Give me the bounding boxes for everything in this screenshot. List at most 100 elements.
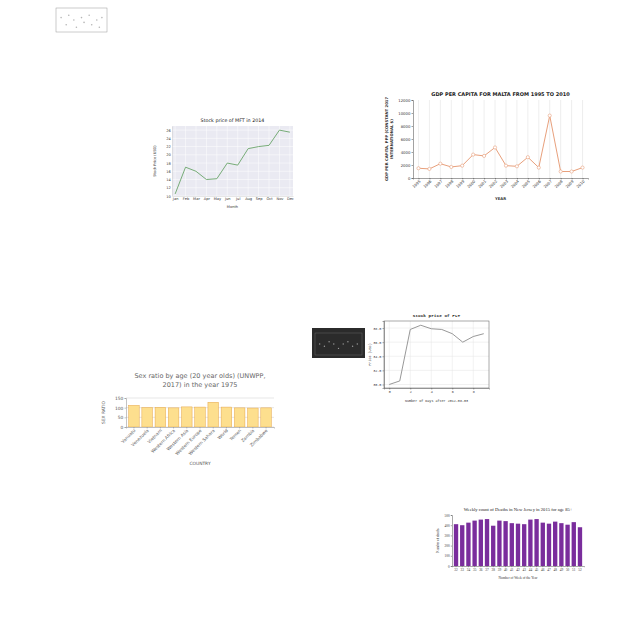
x-tick-label: Jul <box>235 197 240 201</box>
x-axis-title: Number of Week of the Year <box>499 576 539 580</box>
y-tick: 10000 <box>398 111 413 116</box>
grid-line-x <box>279 126 280 196</box>
x-tick-label: Venezuela <box>130 428 150 448</box>
x-tick-label: May <box>214 197 222 201</box>
y-tick-mark <box>451 525 452 526</box>
x-tick-mark <box>160 427 161 429</box>
line <box>175 130 290 194</box>
x-tick-label: 35 <box>473 568 477 572</box>
bar <box>534 519 538 566</box>
chart-background <box>312 328 365 358</box>
x-tick-label: 2003 <box>499 178 510 189</box>
marks <box>175 130 290 194</box>
x-tick-label: 1998 <box>444 178 455 189</box>
y-tick: 36.0 <box>373 341 384 345</box>
bar <box>472 521 476 566</box>
marks <box>454 519 582 566</box>
grid-line-y <box>172 179 293 180</box>
y-tick-label: 16 <box>166 170 171 174</box>
grid <box>126 398 274 427</box>
x-tick-mark <box>239 427 240 429</box>
grid-line-x <box>429 100 430 178</box>
y-axis-title: INTERNATIONAL $) <box>389 119 394 159</box>
x-tick-label: 2008 <box>553 178 564 189</box>
x-tick-mark <box>266 427 267 429</box>
grid-line-x <box>431 321 432 388</box>
x-tick: 50 <box>566 566 570 572</box>
y-tick-mark <box>451 535 452 536</box>
y-tick-mark <box>451 546 452 547</box>
x-tick-label: 39 <box>498 568 502 572</box>
marker <box>472 153 475 156</box>
x-tick: 2005 <box>521 178 532 189</box>
x-tick: 41 <box>510 566 514 572</box>
title: Stock price of PLT <box>413 313 461 318</box>
y-tick: 2000 <box>401 163 413 168</box>
y-tick-label: 14 <box>166 178 171 182</box>
y-tick-label: 6000 <box>401 137 411 142</box>
x-tick-label: 48 <box>553 568 557 572</box>
y-tick: 400 <box>445 524 452 528</box>
y-tick-label: 300 <box>445 534 450 538</box>
x-tick: 47 <box>547 566 551 572</box>
y-tick-mark <box>383 356 385 357</box>
y-tick: 50 <box>118 415 126 420</box>
x-tick-label: 1999 <box>455 178 466 189</box>
grid <box>172 126 293 196</box>
y-axis-title: Stock Price (USD) <box>153 145 157 177</box>
y-tick: 18 <box>166 162 172 166</box>
x-tick-label: Apr <box>204 197 211 201</box>
grid-line-y <box>172 187 293 188</box>
x-tick-mark <box>147 427 148 429</box>
bar <box>497 521 501 566</box>
grid-line-x <box>571 100 572 178</box>
point <box>352 346 353 347</box>
y-tick: 200 <box>445 544 452 548</box>
y-tick-label: 38.0 <box>373 327 381 331</box>
x-tick-mark <box>213 427 214 429</box>
y-tick-label: 26 <box>166 129 171 133</box>
x-tick: Mar <box>193 196 200 201</box>
y-tick: 20 <box>166 153 172 157</box>
title: Sex ratio by age (20 year olds) (UNWPP, <box>134 372 265 380</box>
grid-line-y <box>172 130 293 131</box>
bar <box>541 523 545 566</box>
plot-area: 0200040006000800010000120001995199619971… <box>398 98 588 189</box>
grid-line-x <box>452 321 453 388</box>
y-tick-label: 12000 <box>398 98 411 103</box>
bar <box>485 519 489 566</box>
x-tick: 2008 <box>553 178 564 189</box>
bar <box>503 521 507 566</box>
y-tick-label: 10000 <box>398 111 411 116</box>
line <box>389 325 484 384</box>
plot-area: 0100200300400500323334353637383940414243… <box>445 514 585 572</box>
bar <box>460 525 464 566</box>
x-tick-label: 2005 <box>521 178 532 189</box>
y-axis: 30.032.034.036.038.0 <box>373 322 384 389</box>
grid-line-y <box>172 146 293 147</box>
grid-line-x <box>473 100 474 178</box>
x-tick: May <box>214 196 222 201</box>
marks <box>417 114 584 173</box>
x-axis-line <box>173 196 294 197</box>
point <box>81 17 83 19</box>
grid <box>418 100 582 178</box>
x-tick: Sep <box>256 196 263 201</box>
chart-5: 050100150VanuatuVenezuelaVietnamWestern … <box>101 372 275 466</box>
grid-line-x <box>549 100 550 178</box>
marker <box>493 146 496 149</box>
grid-line-x <box>175 126 176 196</box>
x-tick-mark <box>200 427 201 429</box>
plot-area: 30.032.034.036.038.002468 <box>373 321 489 394</box>
x-tick: 51 <box>572 566 576 572</box>
y-tick-label: 200 <box>445 544 450 548</box>
x-tick: 40 <box>504 566 508 572</box>
x-tick-label: 44 <box>529 568 533 572</box>
x-tick: Western Sahara <box>188 427 216 456</box>
x-tick: Jan <box>172 196 179 201</box>
x-tick-label: 33 <box>461 568 465 572</box>
x-tick-label: 0 <box>389 390 391 394</box>
marker <box>417 167 420 170</box>
y-tick-mark <box>412 165 414 166</box>
x-tick: 2006 <box>532 178 543 189</box>
